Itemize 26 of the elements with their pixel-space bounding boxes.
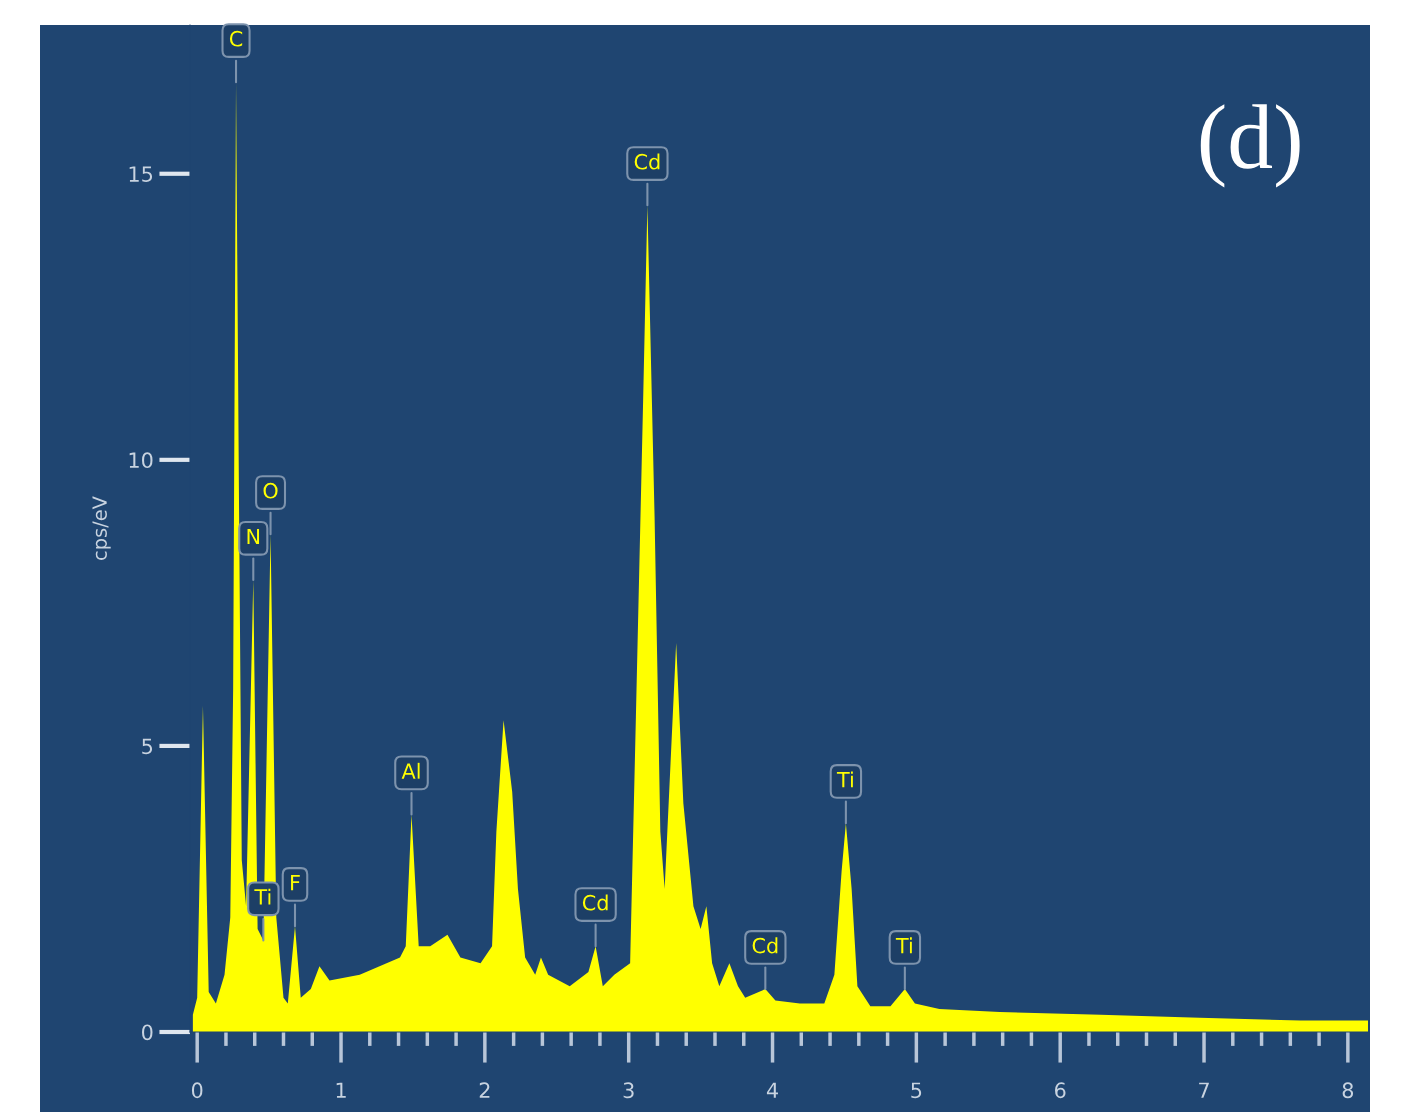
- y-tick-label: 0: [142, 1024, 153, 1041]
- annotation: F: [291, 875, 300, 891]
- annotation: Ti: [254, 888, 271, 905]
- y-tick-label: 5: [142, 738, 153, 755]
- annotation: Cd: [582, 894, 608, 911]
- annotation: Cd: [634, 153, 660, 170]
- annotation: Ti: [836, 771, 853, 788]
- y-tick-label: 15: [129, 166, 153, 182]
- x-tick-label: 3: [623, 1082, 634, 1099]
- x-tick-label: 1: [336, 1082, 346, 1098]
- x-tick-label: 2: [479, 1082, 490, 1098]
- y-axis-title: cps/eV: [92, 496, 111, 560]
- x-tick-label: 6: [1055, 1082, 1066, 1099]
- x-tick-label: 4: [766, 1082, 778, 1098]
- annotation: Ti: [895, 937, 912, 954]
- x-tick-label: 7: [1199, 1082, 1209, 1098]
- annotation: (d): [1200, 104, 1300, 188]
- x-tick-label: 5: [911, 1082, 922, 1099]
- annotation: Cd: [752, 937, 778, 954]
- annotation: Al: [401, 762, 420, 779]
- annotation: O: [263, 482, 278, 499]
- annotation: C: [229, 30, 243, 47]
- y-tick-label: 10: [129, 452, 153, 469]
- x-tick-label: 8: [1342, 1082, 1354, 1099]
- x-tick-label: 0: [191, 1082, 203, 1099]
- annotation: N: [247, 528, 260, 545]
